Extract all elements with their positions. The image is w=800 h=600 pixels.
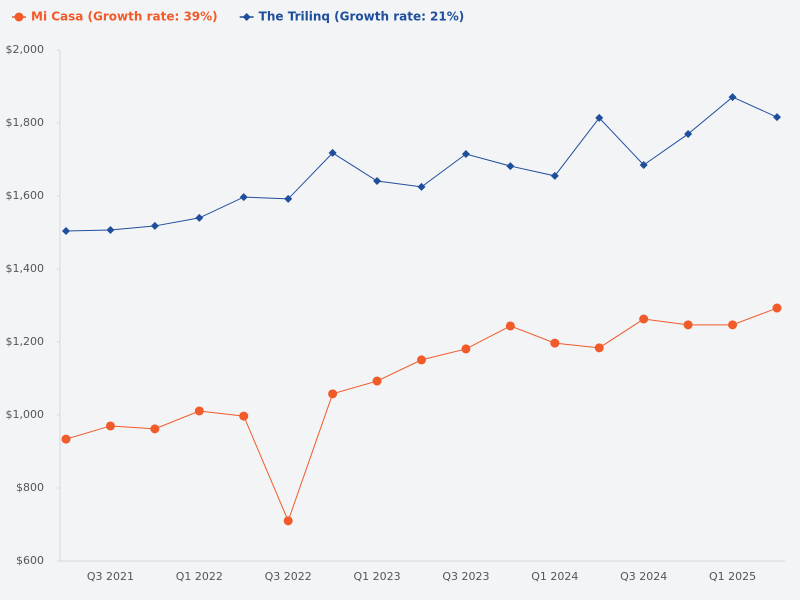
- data-point: [283, 516, 293, 526]
- y-tick-label: $1,800: [6, 116, 45, 129]
- x-tick-label: Q3 2022: [265, 570, 312, 583]
- y-tick-label: $1,000: [6, 408, 45, 421]
- data-point: [372, 376, 382, 386]
- data-point: [328, 389, 338, 399]
- legend-item: The Trilinq (Growth rate: 21%): [239, 10, 465, 24]
- data-point: [194, 406, 204, 416]
- data-point: [195, 213, 204, 222]
- data-point: [328, 148, 337, 157]
- data-point: [550, 338, 560, 348]
- data-point: [61, 434, 71, 444]
- x-tick-label: Q1 2025: [709, 570, 756, 583]
- y-tick-label: $1,600: [6, 189, 45, 202]
- data-point: [773, 113, 781, 122]
- data-point: [106, 225, 115, 234]
- data-point: [684, 129, 693, 138]
- data-point: [639, 314, 649, 324]
- data-point: [62, 227, 70, 236]
- x-tick-label: Q1 2023: [353, 570, 400, 583]
- data-point: [239, 193, 248, 202]
- series-line: [65, 96, 778, 232]
- data-point: [239, 411, 249, 421]
- data-point: [639, 160, 648, 169]
- data-point: [105, 421, 115, 431]
- data-point: [461, 150, 470, 159]
- legend-label: Mi Casa (Growth rate: 39%): [31, 10, 218, 24]
- data-point: [772, 303, 782, 313]
- data-point: [461, 344, 471, 354]
- data-point: [550, 171, 559, 180]
- data-point: [728, 93, 737, 102]
- legend-marker: [242, 13, 251, 21]
- data-point: [284, 194, 293, 203]
- data-point: [373, 177, 382, 186]
- y-tick-label: $1,400: [6, 262, 45, 275]
- data-point: [505, 321, 515, 331]
- data-point: [683, 320, 693, 330]
- legend-marker: [14, 12, 24, 22]
- data-point: [150, 424, 160, 434]
- x-tick-label: Q1 2022: [176, 570, 223, 583]
- data-point: [594, 343, 604, 353]
- x-tick-label: Q3 2024: [620, 570, 667, 583]
- y-tick-label: $800: [16, 481, 44, 494]
- data-point: [595, 113, 604, 122]
- y-tick-label: $2,000: [6, 43, 45, 56]
- data-point: [417, 182, 426, 191]
- data-point: [728, 320, 738, 330]
- y-tick-label: $600: [16, 554, 44, 567]
- legend-item: Mi Casa (Growth rate: 39%): [12, 10, 218, 24]
- series-line: [65, 307, 778, 523]
- x-tick-label: Q1 2024: [531, 570, 578, 583]
- data-point: [417, 355, 426, 365]
- x-tick-label: Q3 2021: [87, 570, 134, 583]
- data-point: [150, 221, 159, 230]
- legend-label: The Trilinq (Growth rate: 21%): [259, 10, 465, 24]
- x-tick-label: Q3 2023: [442, 570, 489, 583]
- data-point: [506, 162, 515, 171]
- y-tick-label: $1,200: [6, 335, 45, 348]
